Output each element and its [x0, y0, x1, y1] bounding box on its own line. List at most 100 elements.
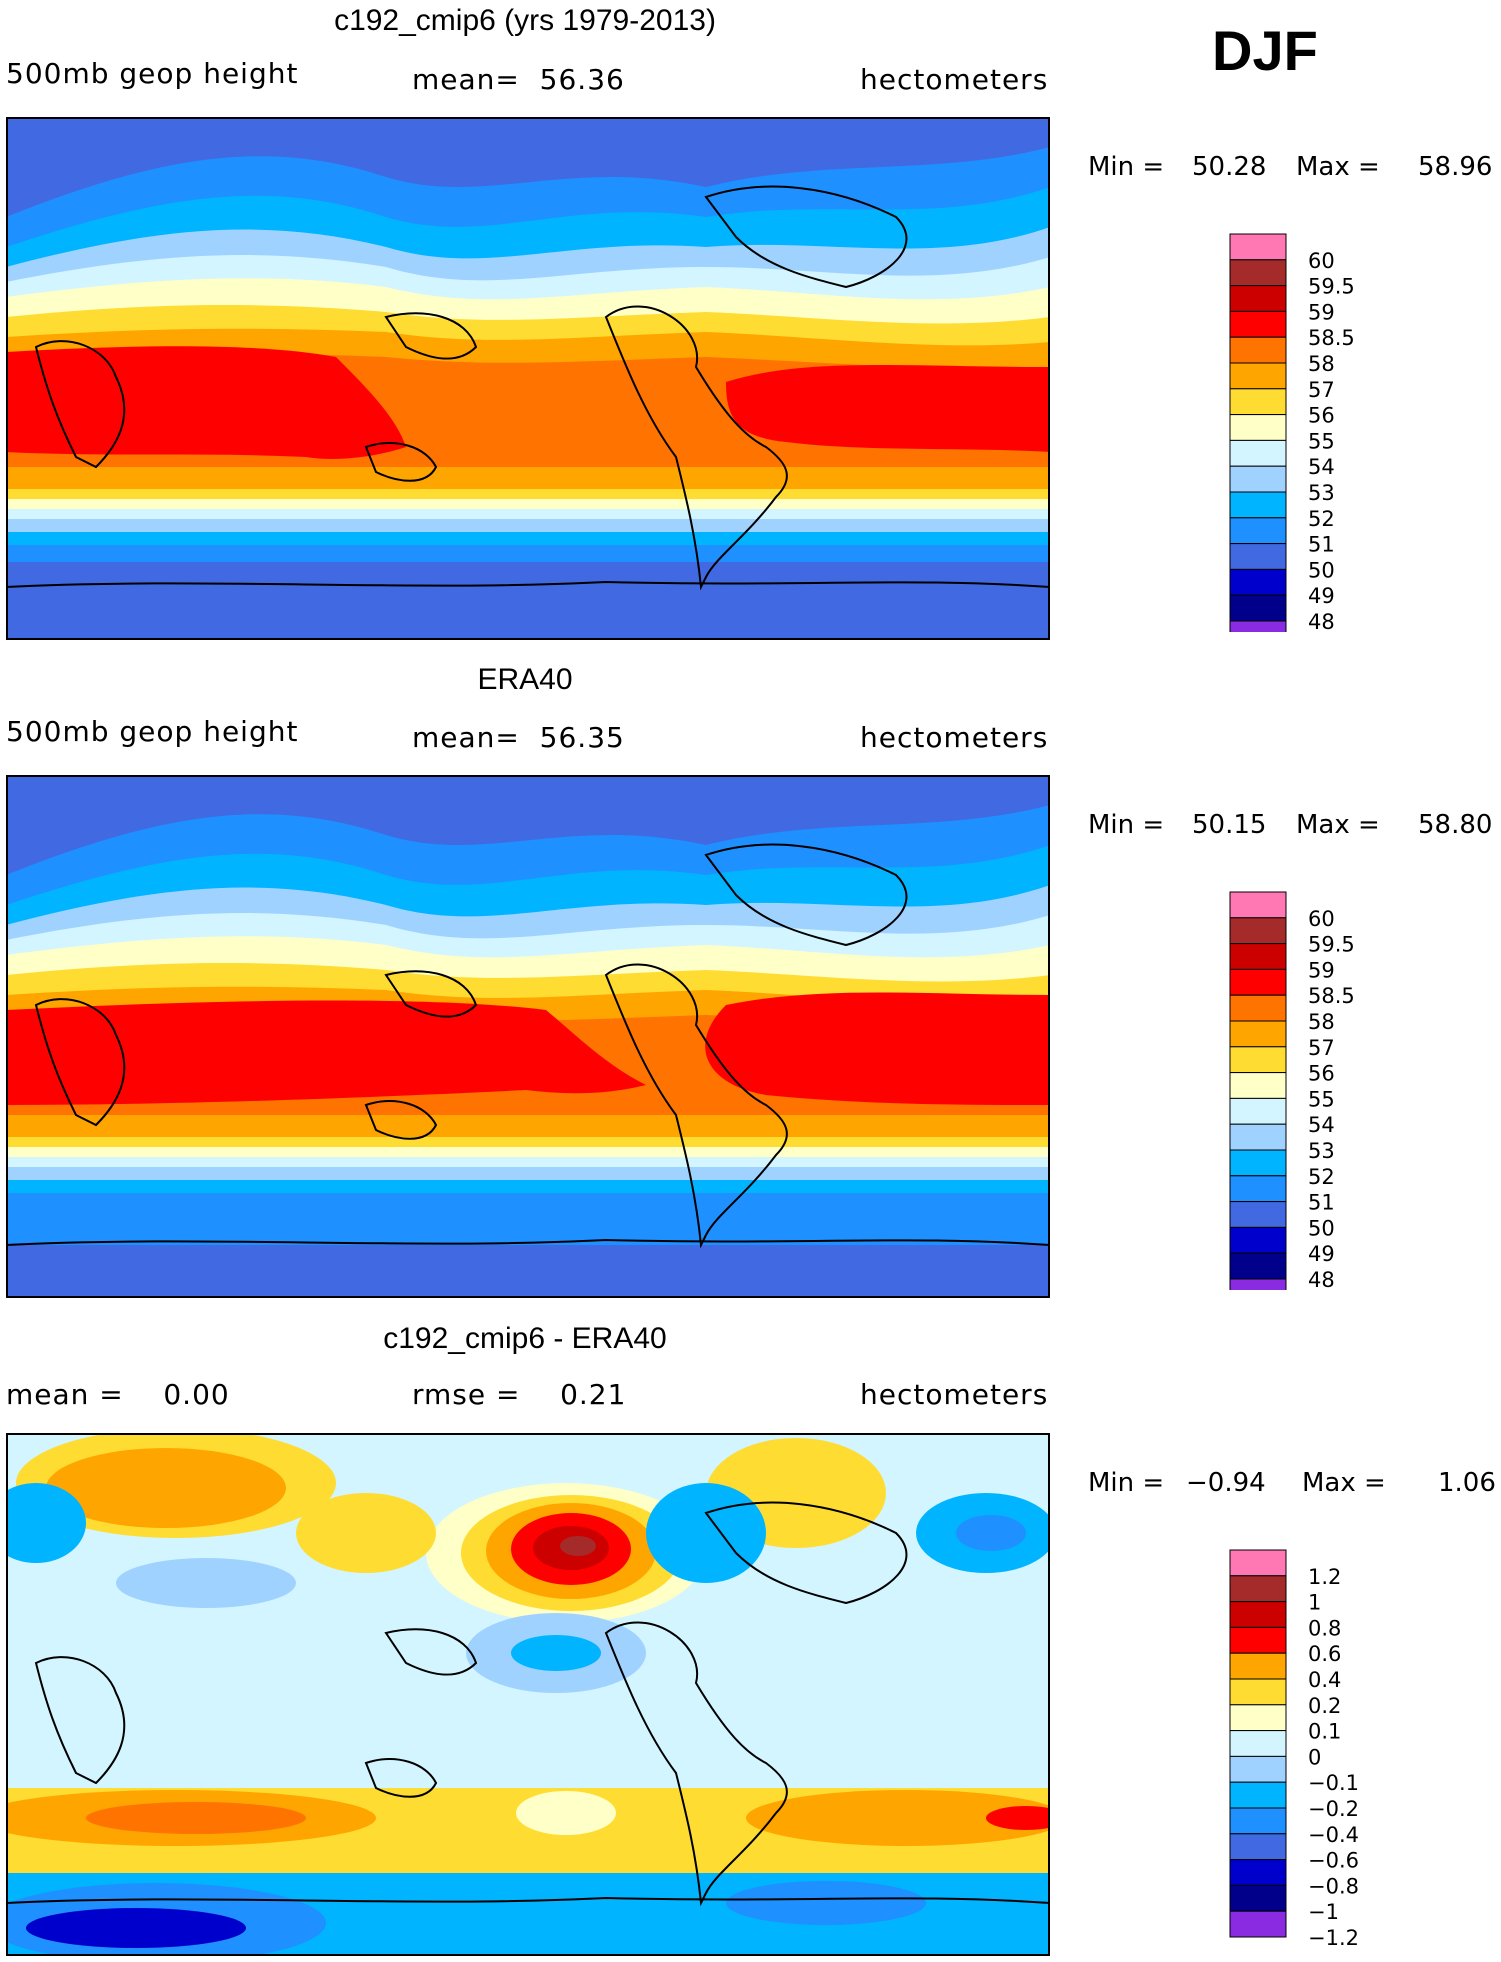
colorbar-tick-label: 0.8 — [1308, 1616, 1341, 1640]
panel-1-units-label: hectometers — [860, 63, 1049, 96]
colorbar-tick-label: 0.1 — [1308, 1720, 1341, 1744]
colorbar-tick-label: 56 — [1308, 404, 1335, 428]
panel-2-title: ERA40 — [477, 663, 573, 696]
colorbar-swatch — [1229, 1020, 1287, 1048]
panel-1-max-value: 58.96 — [1418, 152, 1493, 182]
panel-2-units-label: hectometers — [860, 721, 1049, 754]
colorbar-tick-label: 55 — [1308, 429, 1335, 453]
colorbar-tick-label: 50 — [1308, 1216, 1335, 1240]
colorbar-swatch — [1229, 994, 1287, 1022]
colorbar-swatch — [1229, 1549, 1287, 1577]
colorbar-tick-label: −0.4 — [1308, 1823, 1359, 1847]
colorbar-swatch — [1229, 1046, 1287, 1074]
colorbar-tick-label: 48 — [1308, 1268, 1335, 1290]
colorbar-tick-label: 58.5 — [1308, 326, 1355, 350]
colorbar-swatch — [1229, 1626, 1287, 1654]
colorbar-tick-label: −0.8 — [1308, 1874, 1359, 1898]
colorbar-tick-label: 54 — [1308, 455, 1335, 479]
colorbar-tick-label: 59.5 — [1308, 275, 1355, 299]
colorbar-swatch — [1229, 491, 1287, 519]
colorbar-swatch — [1229, 1833, 1287, 1861]
panel-3-colorbar-swatches — [1229, 1549, 1287, 1938]
colorbar-tick-label: 53 — [1308, 1139, 1335, 1163]
colorbar-tick-label: 57 — [1308, 1036, 1335, 1060]
colorbar-swatch — [1229, 891, 1287, 919]
panel-3-colorbar-labels: 1.210.80.60.40.20.10−0.1−0.2−0.4−0.6−0.8… — [1308, 1565, 1359, 1948]
colorbar-tick-label: 59 — [1308, 958, 1335, 982]
panel-3-units-label: hectometers — [860, 1378, 1049, 1411]
colorbar-tick-label: 58 — [1308, 352, 1335, 376]
panel-3-title: c192_cmip6 - ERA40 — [383, 1322, 667, 1355]
colorbar-swatch — [1229, 336, 1287, 364]
colorbar-tick-label: 0.4 — [1308, 1668, 1341, 1692]
colorbar-swatch — [1229, 1781, 1287, 1809]
panel-1-title: c192_cmip6 (yrs 1979-2013) — [334, 4, 716, 37]
colorbar-swatch — [1229, 943, 1287, 970]
colorbar-swatch — [1229, 594, 1287, 622]
colorbar-tick-label: 60 — [1308, 249, 1335, 273]
colorbar-swatch — [1229, 1226, 1287, 1254]
panel-2-colorbar-swatches — [1229, 891, 1287, 1290]
colorbar-tick-label: −1 — [1308, 1900, 1339, 1924]
colorbar-swatch — [1229, 233, 1287, 261]
colorbar-tick-label: 58 — [1308, 1010, 1335, 1034]
panel-3-mean-label: mean = 0.00 — [6, 1378, 230, 1411]
panel-2-min-label: Min = — [1088, 810, 1165, 840]
colorbar-swatch — [1229, 620, 1287, 632]
colorbar-tick-label: −0.2 — [1308, 1797, 1359, 1821]
panel-3-min-value: −0.94 — [1186, 1468, 1266, 1498]
colorbar-swatch — [1229, 310, 1287, 338]
colorbar-swatch — [1229, 1704, 1287, 1732]
colorbar-tick-label: 56 — [1308, 1062, 1335, 1086]
colorbar-tick-label: −0.1 — [1308, 1771, 1359, 1795]
colorbar-swatch — [1229, 1755, 1287, 1783]
panel-3-map — [6, 1433, 1050, 1956]
colorbar-tick-label: 51 — [1308, 1191, 1335, 1215]
colorbar-swatch — [1229, 1807, 1287, 1835]
colorbar-tick-label: 1.2 — [1308, 1565, 1341, 1589]
colorbar-tick-label: 0.2 — [1308, 1694, 1341, 1718]
colorbar-swatch — [1229, 968, 1287, 996]
colorbar-tick-label: 59 — [1308, 300, 1335, 324]
colorbar-tick-label: 54 — [1308, 1113, 1335, 1137]
colorbar-swatch — [1229, 465, 1287, 493]
colorbar-tick-label: 59.5 — [1308, 933, 1355, 957]
colorbar-tick-label: 0 — [1308, 1745, 1321, 1769]
panel-1-min-label: Min = — [1088, 152, 1165, 182]
colorbar-tick-label: 49 — [1308, 1242, 1335, 1266]
panel-1-variable-label: 500mb geop height — [6, 57, 299, 90]
panel-3-max-value: 1.06 — [1438, 1468, 1496, 1498]
colorbar-swatch — [1229, 1149, 1287, 1177]
colorbar-swatch — [1229, 1652, 1287, 1680]
colorbar-swatch — [1229, 388, 1287, 416]
colorbar-swatch — [1229, 1252, 1287, 1280]
panel-3-max-label: Max = — [1302, 1468, 1386, 1498]
colorbar-swatch — [1229, 414, 1287, 441]
panel-2-max-value: 58.80 — [1418, 810, 1493, 840]
colorbar-swatch — [1229, 1730, 1287, 1757]
colorbar-swatch — [1229, 543, 1287, 570]
panel-1-mean-label: mean= 56.36 — [412, 63, 625, 96]
colorbar-tick-label: 50 — [1308, 558, 1335, 582]
colorbar-swatch — [1229, 1097, 1287, 1125]
panel-3-rmse-label: rmse = 0.21 — [412, 1378, 627, 1411]
colorbar-swatch — [1229, 917, 1287, 945]
colorbar-swatch — [1229, 568, 1287, 596]
panel-3-min-label: Min = — [1088, 1468, 1165, 1498]
colorbar-tick-label: 0.6 — [1308, 1642, 1341, 1666]
panel-1-colorbar-swatches — [1229, 233, 1287, 632]
colorbar-swatch — [1229, 1575, 1287, 1603]
colorbar-tick-label: 52 — [1308, 507, 1335, 531]
colorbar-swatch — [1229, 1278, 1287, 1290]
colorbar-swatch — [1229, 285, 1287, 312]
colorbar-swatch — [1229, 1884, 1287, 1912]
colorbar-swatch — [1229, 1175, 1287, 1203]
colorbar-swatch — [1229, 1072, 1287, 1099]
colorbar-swatch — [1229, 1201, 1287, 1228]
panel-1-min-value: 50.28 — [1192, 152, 1267, 182]
colorbar-tick-label: 55 — [1308, 1087, 1335, 1111]
